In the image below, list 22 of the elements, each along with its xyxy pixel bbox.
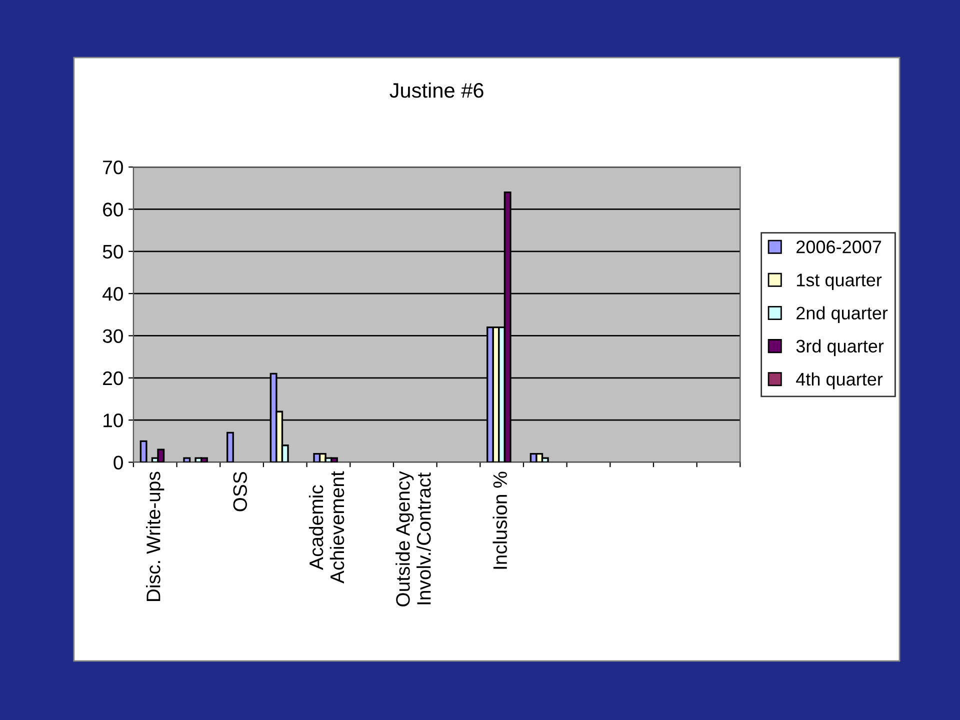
- legend-label: 2nd quarter: [796, 306, 888, 324]
- y-tick-label: 60: [103, 202, 123, 216]
- legend-label: 4th quarter: [796, 372, 883, 390]
- x-tick-label: Disc. Write-ups: [146, 472, 164, 601]
- bar: [140, 440, 148, 462]
- chart-title: Justine #6: [390, 82, 484, 98]
- y-tick-label: 30: [102, 329, 123, 343]
- y-tick-label: 70: [103, 160, 123, 174]
- legend-label: 3rd quarter: [796, 339, 884, 356]
- x-tick-label: Outside Agency Involv./Contract: [396, 471, 431, 606]
- x-tick-label: Academic Achievement: [308, 471, 344, 584]
- y-tick-label: 50: [102, 244, 123, 259]
- bar: [226, 432, 234, 462]
- legend-label: 2006-2007: [796, 240, 882, 254]
- x-tick-label: Inclusion %: [492, 472, 508, 569]
- legend-label: 1st quarter: [797, 274, 882, 290]
- y-tick-label: 10: [104, 414, 123, 428]
- y-tick-label: 20: [103, 371, 123, 386]
- y-tick-label: 40: [102, 287, 123, 301]
- bar: [183, 457, 191, 462]
- y-tick-label: 0: [114, 456, 123, 470]
- x-tick-label: OSS: [233, 472, 247, 512]
